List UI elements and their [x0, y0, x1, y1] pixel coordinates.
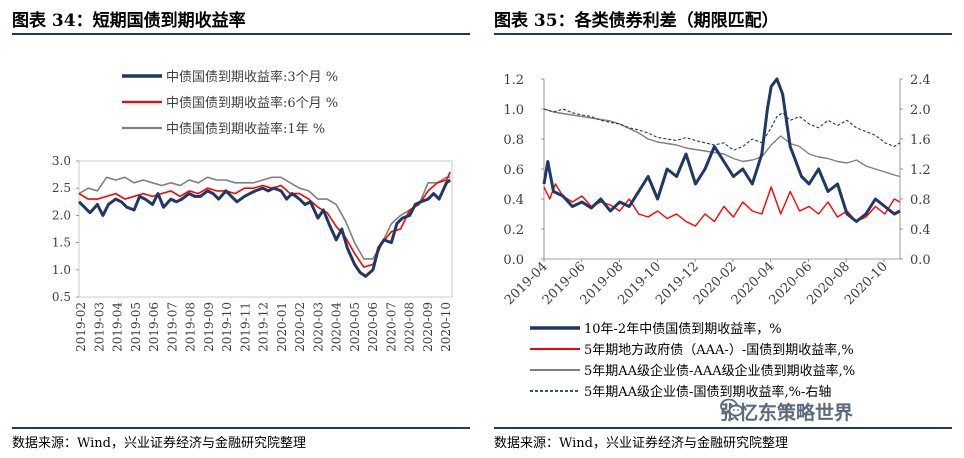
legend-label: 5年期AA级企业债-AAA级企业债到期收益率,%: [584, 363, 855, 379]
plot-area: [78, 160, 453, 298]
y-tick-label: 1.5: [52, 236, 71, 250]
series-line: [543, 108, 901, 178]
watermark-text: 张忆东策略世界: [720, 401, 854, 424]
source-rule: [12, 427, 470, 429]
x-tick-label: 2019-04: [111, 302, 125, 352]
x-tick-label: 2020-06: [366, 302, 380, 352]
legend-label: 10年-2年中债国债到期收益率，%: [584, 321, 782, 337]
x-tick-label: 2019-05: [129, 302, 143, 352]
spread-chart: 0.0 0.2 0.4 0.6 0.8 1.0 1.2 0.0 0.4 0.8 1.2 1.6 2.0 2…: [502, 73, 931, 400]
y-tick-label: 0.6: [503, 163, 524, 178]
y-tick-label: 0.8: [503, 133, 524, 148]
legend-label: 5年期地方政府债（AAA-）-国债到期收益率,%: [584, 342, 854, 358]
x-tick-label: 2019-02: [74, 302, 88, 352]
x-tick-label: 2020-08: [403, 302, 417, 352]
watermark: 张忆东策略世界: [720, 398, 853, 424]
x-tick-label: 2020-10: [439, 302, 453, 352]
y-tick-label: 1.2: [503, 73, 524, 88]
y2-tick-label: 2.4: [910, 73, 931, 88]
y-tick-label: 2.5: [52, 181, 71, 195]
y-tick-label: 1.0: [52, 263, 71, 277]
y2-tick-label: 0.4: [910, 223, 931, 238]
wechat-icon: [720, 398, 744, 417]
series-line: [543, 183, 901, 227]
series-line: [543, 108, 901, 151]
y2-tick-label: 2.0: [910, 103, 931, 118]
legend-label: 5年期AA级企业债-国债到期收益率,%-右轴: [584, 384, 831, 400]
yield-chart: 0.5 1.0 1.5 2.0 2.5 3.0 2019-02 2019-03 2019-04 2…: [52, 69, 453, 352]
y2-tick-label: 1.6: [910, 133, 931, 148]
x-tick-label: 2020-03: [311, 302, 325, 352]
title-rule: [12, 33, 470, 35]
chart-title: 图表 35：各类债券利差（期限匹配）: [494, 11, 779, 31]
x-tick-label: 2020-07: [384, 302, 398, 352]
x-tick-label: 2019-12: [257, 302, 271, 352]
legend-label: 中债国债到期收益率:6个月 %: [166, 95, 338, 111]
y-tick-label: 0.5: [52, 290, 71, 304]
x-tick-label: 2019-11: [238, 302, 252, 352]
y-tick-label: 0.0: [503, 253, 524, 268]
y-tick-label: 1.0: [503, 103, 524, 118]
x-tick-label: 2019-09: [202, 302, 216, 352]
x-tick-label: 2019-10: [220, 302, 234, 352]
series-line: [542, 77, 901, 223]
y2-tick-label: 0.0: [910, 253, 931, 268]
x-tick-label: 2019-03: [92, 302, 106, 352]
y-tick-label: 3.0: [52, 154, 71, 168]
title-rule: [494, 33, 952, 35]
series-line: [78, 176, 451, 260]
series-line: [78, 171, 451, 268]
x-tick-label: 2019-06: [147, 302, 161, 352]
y-tick-label: 2.0: [52, 208, 71, 222]
y-tick-label: 0.2: [503, 223, 524, 238]
x-tick-label: 2019-07: [165, 302, 179, 352]
source-rule: [494, 427, 952, 429]
legend-label: 中债国债到期收益率:1年 %: [166, 121, 325, 137]
y2-tick-label: 1.2: [910, 163, 931, 178]
chart-panel-spread: 图表 35：各类债券利差（期限匹配） 0.0 0.2 0.4 0.6 0.8 1.0 1.2…: [482, 0, 964, 458]
x-tick-label: 2020-02: [293, 302, 307, 352]
x-tick-label: 2019-08: [184, 302, 198, 352]
y-tick-label: 0.4: [503, 193, 524, 208]
chart-panel-yield: 图表 34：短期国债到期收益率 0.5 1.0 1.5 2.0 2.5 3.0 2019-0…: [12, 11, 470, 451]
data-source: 数据来源：Wind，兴业证券经济与金融研究院整理: [12, 436, 306, 451]
x-tick-label: 2020-04: [330, 302, 344, 352]
x-tick-label: 2020-09: [421, 302, 435, 352]
x-tick-label: 2020-01: [275, 302, 289, 352]
x-tick-label: 2020-05: [348, 302, 362, 352]
data-source: 数据来源：Wind，兴业证券经济与金融研究院整理: [494, 436, 788, 451]
y2-tick-label: 0.8: [910, 193, 931, 208]
legend-label: 中债国债到期收益率:3个月 %: [166, 69, 338, 85]
series-line: [77, 178, 452, 278]
chart-title: 图表 34：短期国债到期收益率: [12, 11, 246, 31]
